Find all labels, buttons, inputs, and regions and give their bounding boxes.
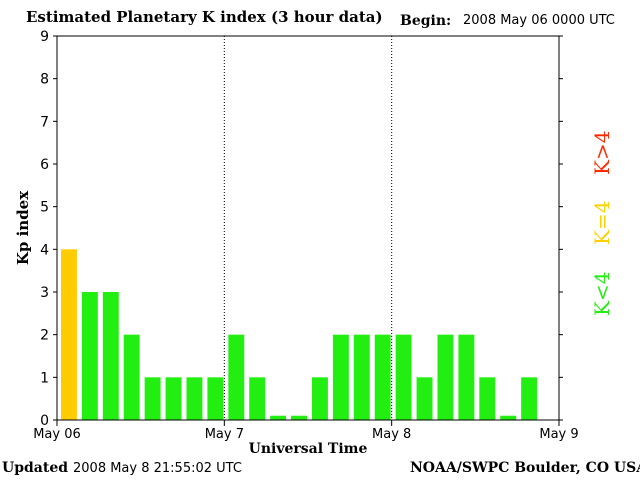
kp-bar [61,249,77,420]
footer-org: NOAA/SWPC Boulder, CO USA [410,460,640,476]
kp-bar [479,377,496,420]
y-tick-label: 1 [40,370,49,386]
kp-bar [165,377,182,420]
kp-bar [395,334,412,420]
y-tick-label: 7 [40,114,49,130]
kp-bar [270,415,287,420]
kp-bar [123,334,140,420]
x-tick-label: May 9 [539,427,578,442]
kp-bar [500,415,517,420]
kp-bar [291,415,307,420]
x-tick-label: May 7 [205,427,244,442]
kp-bar [332,334,349,420]
chart-title: Estimated Planetary K index (3 hour data… [26,8,383,26]
kp-bar [81,292,98,420]
y-tick-label: 0 [40,413,49,429]
kp-bar [437,334,454,420]
x-axis-label: Universal Time [249,441,368,457]
legend-high: K>4 [590,130,614,175]
kp-bar [374,334,391,420]
kp-bar [102,292,119,420]
begin-label: Begin: [400,13,452,29]
plot-frame [56,35,560,421]
kp-bar [186,377,203,420]
kp-bar [416,377,433,420]
kp-bar [312,377,328,420]
kp-bar [207,377,224,420]
kp-bar [144,377,161,420]
legend-equal: K=4 [590,200,614,245]
updated-value: 2008 May 8 21:55:02 UTC [73,461,242,476]
updated-label: Updated [2,460,69,476]
y-tick-label: 5 [40,200,49,216]
x-tick-label: May 8 [372,427,411,442]
kp-bar [458,334,475,420]
begin-value: 2008 May 06 0000 UTC [463,13,615,28]
legend-low: K<4 [590,271,614,316]
y-axis-label: Kp index [14,190,32,265]
y-tick-label: 8 [40,72,49,88]
y-tick-label: 3 [40,285,49,301]
kp-bar [249,377,266,420]
kp-bar [521,377,538,420]
y-tick-label: 6 [40,157,49,173]
y-tick-label: 2 [40,328,49,344]
x-tick-label: May 06 [33,427,81,442]
y-tick-label: 9 [40,29,49,45]
kp-bar [228,334,245,420]
kp-bar [353,334,370,420]
y-tick-label: 4 [40,242,49,258]
